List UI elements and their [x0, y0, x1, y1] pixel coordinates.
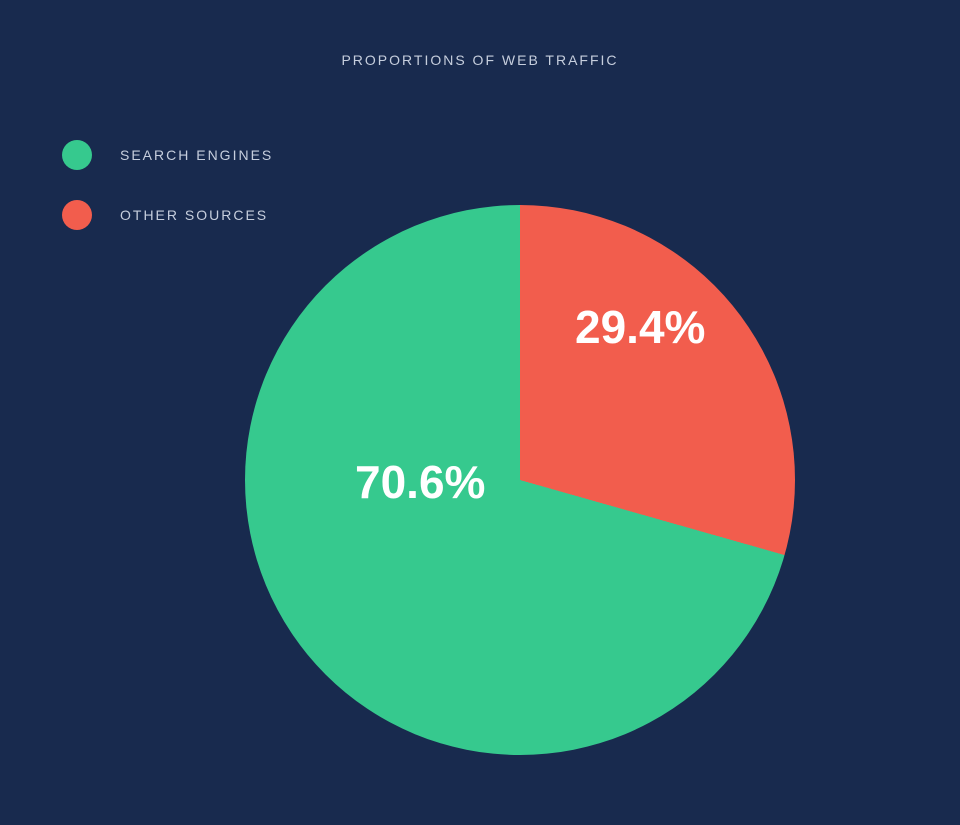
legend-item-search-engines: SEARCH ENGINES	[62, 140, 273, 170]
slice-value-search-engines: 70.6%	[355, 455, 485, 509]
legend-item-other-sources: OTHER SOURCES	[62, 200, 273, 230]
chart-canvas: PROPORTIONS OF WEB TRAFFIC SEARCH ENGINE…	[0, 0, 960, 825]
legend: SEARCH ENGINES OTHER SOURCES	[62, 140, 273, 260]
legend-label: SEARCH ENGINES	[120, 147, 273, 163]
legend-swatch-icon	[62, 140, 92, 170]
pie-body	[245, 205, 795, 755]
slice-value-other-sources: 29.4%	[575, 300, 705, 354]
chart-title: PROPORTIONS OF WEB TRAFFIC	[0, 52, 960, 68]
pie-chart: 70.6% 29.4%	[245, 205, 795, 755]
legend-swatch-icon	[62, 200, 92, 230]
